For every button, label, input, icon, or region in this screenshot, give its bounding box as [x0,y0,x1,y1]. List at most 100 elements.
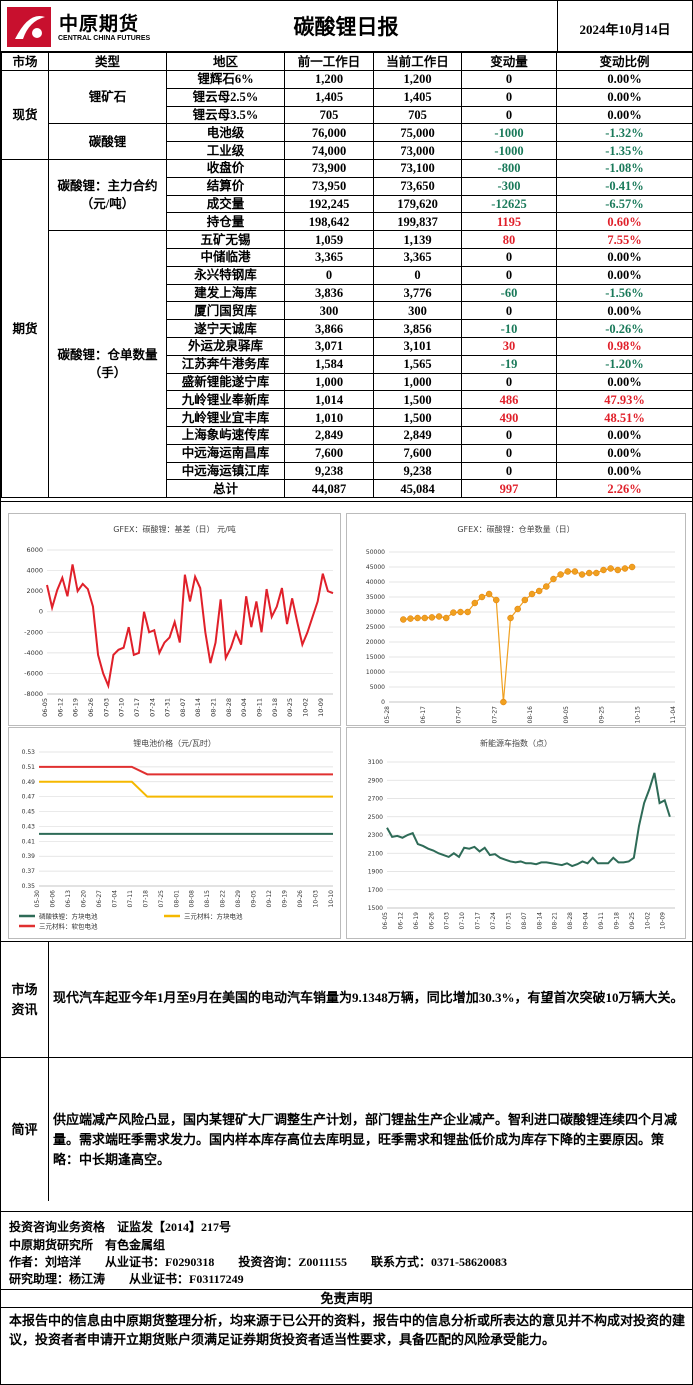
x-tick-label: 11-04 [670,706,677,724]
table-cell: 锂云母2.5% [166,87,285,107]
table-cell: 五矿无锡 [166,230,285,249]
chart-panel: 新能源车指数（点） 1500 1700 1900 2100 2300 2500 2700 290… [346,727,686,939]
table-cell: 中远海运南昌库 [166,443,285,463]
series-line [386,772,671,868]
table-row: 江苏奔牛港务库 1,584 1,565 -19 -1.20% [2,354,692,374]
table-cell: 0.00% [556,301,692,321]
x-tick-label: 08-07 [521,912,528,930]
header: 中原期货 CENTRAL CHINA FUTURES 碳酸锂日报 2024年10… [1,1,692,52]
y-tick-label: -6000 [24,669,43,677]
x-tick-label: 10-15 [634,706,641,724]
table-cell: -10 [461,319,557,338]
y-tick-label: 0.45 [22,809,36,816]
x-tick-label: 09-05 [251,890,258,908]
table-cell: 上海象屿速传库 [166,425,285,445]
table-cell: 0 [373,265,462,285]
table-cell: 锂云母3.5% [166,105,285,125]
table-cell: -0.41% [556,176,692,196]
series-line [39,765,333,776]
table-cell: 0 [461,87,557,107]
table-cell: 遂宁天诚库 [166,319,285,338]
x-tick-label: 10-10 [328,890,335,908]
y-tick-label: 0 [39,608,43,616]
table-cell: 997 [461,479,557,499]
table-cell: 九岭锂业奉新库 [166,390,285,410]
point [514,605,521,613]
table-cell: 中储临港 [166,247,285,267]
x-tick-label: 09-04 [583,912,590,930]
y-tick-label: 0.53 [22,749,36,756]
y-tick-label: 0.41 [22,838,36,845]
table-cell: 7,600 [373,443,462,463]
news-label: 市场 资讯 [1,942,49,1057]
table-row: 结算价 73,950 73,650 -300 -0.41% [2,176,692,196]
chart: GFEX：碳酸锂：仓单数量（日） 0 5000 10000 15000 20000 2500… [366,524,677,724]
table-cell: -1.35% [556,141,692,160]
column-header: 变动比例 [556,52,692,71]
type-cell: 锂矿石 [48,69,167,125]
point [543,583,550,590]
y-tick-label: 2900 [368,777,383,784]
x-tick-label: 08-07 [179,698,187,717]
table-cell: 中远海运镇江库 [166,461,285,481]
news-section: 市场 资讯 现代汽车起亚今年1月至9月在美国的电动汽车销量为9.1348万辆，同… [1,941,692,1057]
table-cell: 74,000 [284,141,374,160]
table-cell: 0.00% [556,70,692,89]
table-cell: -1.56% [556,283,692,303]
y-tick-label: 15000 [366,654,385,661]
x-tick-label: 08-29 [235,890,242,908]
table-cell: 九岭锂业宜丰库 [166,408,285,427]
point [614,566,622,574]
table-row: 碳酸锂 电池级 76,000 75,000 -1000 -1.32% [2,123,692,160]
table-cell: 80 [461,230,557,249]
table-row: 上海象屿速传库 2,849 2,849 0 0.00% [2,425,692,445]
y-tick-label: 1900 [368,869,383,876]
table-cell: 9,238 [284,461,374,481]
series-line [403,566,633,703]
market-cell: 期货 [1,158,49,499]
x-tick-label: 08-14 [194,698,202,717]
y-tick-label: 10000 [366,669,385,676]
table-row: 厦门国贸库 300 300 0 0.00% [2,301,692,321]
table-cell: 0.00% [556,461,692,481]
y-tick-label: 2300 [368,832,383,839]
x-tick-label: 08-21 [210,698,218,717]
x-tick-label: 06-12 [56,698,64,717]
x-tick-label: 10-09 [317,698,325,717]
y-tick-label: 0.51 [22,764,36,771]
x-tick-label: 10-02 [644,912,651,930]
x-tick-label: 08-15 [204,890,211,908]
y-tick-label: -8000 [24,690,43,698]
table-cell: 持仓量 [166,212,285,232]
x-tick-label: 07-25 [158,890,165,908]
x-tick-label: 08-14 [536,912,543,930]
disclaimer-title: 免责声明 [1,1289,692,1308]
y-tick-label: 20000 [366,639,385,646]
x-tick-label: 08-16 [527,706,534,724]
point [607,565,614,572]
y-tick-label: 3100 [368,759,383,766]
table-cell: 705 [284,105,374,125]
x-tick-label: 06-27 [96,890,103,908]
table-cell: 47.93% [556,390,692,410]
table-cell: -6.57% [556,194,692,214]
table-cell: -300 [461,176,557,196]
table-cell: 1,500 [373,390,462,410]
table-cell: 1,200 [373,70,462,89]
y-tick-label: 0.35 [22,883,36,890]
point [550,575,557,583]
table-row: 锂云母2.5% 1,405 1,405 0 0.00% [2,87,692,107]
table-cell: 73,000 [373,141,462,160]
y-tick-label: 2500 [368,814,383,821]
x-tick-label: 06-06 [49,890,56,908]
table-cell: 盛新锂能遂宁库 [166,372,285,392]
y-tick-label: 25000 [366,624,385,631]
table-cell: 73,100 [373,158,462,178]
y-tick-label: -4000 [24,649,43,657]
table-cell: -1.20% [556,354,692,374]
table-cell: 1,010 [284,408,374,427]
x-tick-label: 08-22 [220,890,227,908]
x-tick-label: 07-10 [118,698,126,717]
x-tick-label: 08-28 [567,912,574,930]
x-tick-label: 09-18 [271,698,279,717]
